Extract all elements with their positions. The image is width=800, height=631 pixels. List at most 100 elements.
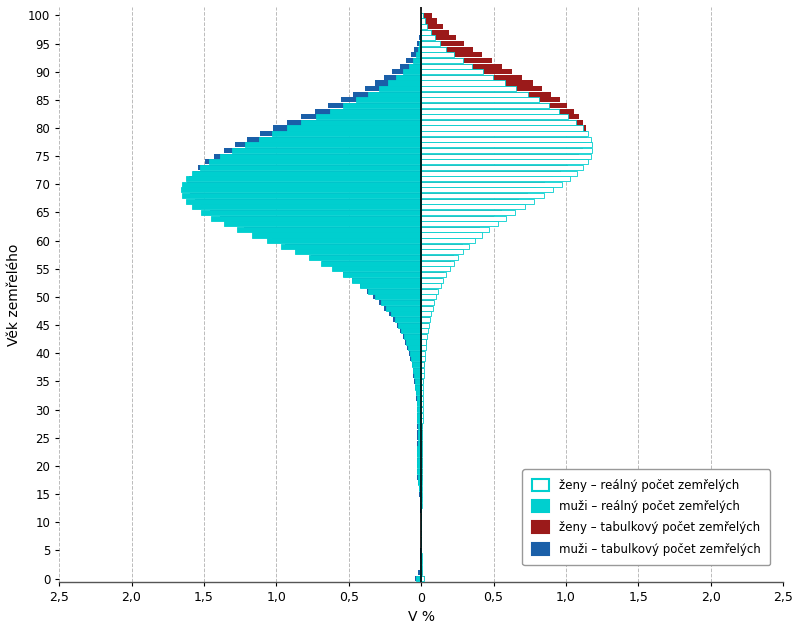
Bar [384, 305, 421, 310]
Bar [417, 463, 421, 468]
Bar [421, 47, 473, 52]
Bar [419, 41, 421, 46]
Bar [403, 69, 421, 74]
Bar [421, 390, 423, 395]
Bar [420, 570, 421, 575]
Bar [421, 475, 422, 480]
Bar [414, 374, 421, 379]
Bar [417, 452, 421, 457]
Bar [421, 120, 576, 125]
Bar [421, 69, 512, 74]
Bar [298, 249, 421, 254]
Bar [343, 103, 421, 108]
Bar [419, 486, 421, 491]
Bar [412, 362, 421, 367]
Bar [421, 221, 487, 227]
Bar [238, 227, 421, 232]
X-axis label: V %: V % [408, 610, 434, 624]
Bar [421, 295, 436, 300]
Bar [421, 91, 527, 97]
Bar [421, 170, 577, 175]
Bar [421, 137, 587, 142]
Bar [396, 75, 421, 80]
Bar [421, 345, 426, 350]
Bar [421, 75, 494, 80]
Bar [421, 143, 593, 148]
Bar [417, 418, 421, 423]
Bar [295, 249, 421, 254]
Bar [309, 255, 421, 260]
Bar [198, 165, 421, 170]
Bar [421, 413, 422, 418]
Bar [342, 272, 421, 277]
Bar [421, 317, 430, 322]
Bar [421, 165, 568, 170]
Bar [421, 565, 422, 570]
Bar [421, 266, 447, 271]
Bar [421, 289, 438, 294]
Bar [411, 357, 421, 362]
Bar [414, 47, 421, 52]
Bar [421, 368, 424, 373]
Bar [421, 469, 422, 474]
Bar [421, 261, 450, 266]
Bar [389, 311, 421, 316]
Bar [421, 435, 422, 440]
Bar [421, 193, 544, 198]
Bar [421, 143, 586, 148]
Bar [421, 227, 490, 232]
Bar [421, 480, 422, 485]
Bar [421, 97, 559, 102]
Bar [414, 374, 421, 379]
Bar [421, 199, 534, 204]
Bar [421, 13, 423, 18]
Bar [421, 131, 587, 136]
Bar [315, 109, 421, 114]
Bar [244, 227, 421, 232]
Bar [374, 295, 421, 300]
Bar [421, 244, 469, 249]
Bar [421, 452, 422, 457]
Bar [418, 447, 421, 452]
Bar [421, 165, 583, 170]
Bar [266, 238, 421, 243]
Bar [421, 390, 423, 395]
Bar [421, 109, 559, 114]
Bar [421, 261, 454, 266]
Bar [409, 351, 421, 356]
Bar [421, 232, 482, 237]
Bar [417, 413, 421, 418]
Bar [181, 187, 421, 192]
Bar [421, 345, 426, 350]
Bar [420, 30, 421, 35]
Bar [421, 457, 422, 463]
Bar [418, 469, 421, 474]
Bar [252, 232, 421, 237]
Bar [407, 345, 421, 350]
Bar [421, 210, 502, 215]
Bar [418, 480, 421, 485]
Bar [421, 216, 494, 221]
Bar [420, 497, 421, 502]
Bar [211, 216, 421, 221]
Bar [416, 576, 421, 581]
Bar [418, 441, 421, 446]
Bar [421, 486, 422, 491]
Bar [421, 576, 424, 581]
Bar [360, 283, 421, 288]
Bar [421, 47, 446, 52]
Bar [274, 126, 421, 131]
Bar [401, 328, 421, 333]
Bar [421, 463, 422, 468]
Bar [421, 396, 423, 401]
Bar [201, 204, 421, 209]
Bar [421, 362, 425, 367]
Bar [214, 153, 421, 159]
Bar [421, 170, 561, 175]
Bar [417, 463, 421, 468]
Bar [421, 30, 430, 35]
Bar [416, 52, 421, 57]
Bar [360, 283, 421, 288]
Y-axis label: Věk zemřelého: Věk zemřelého [7, 244, 21, 346]
Bar [192, 170, 421, 175]
